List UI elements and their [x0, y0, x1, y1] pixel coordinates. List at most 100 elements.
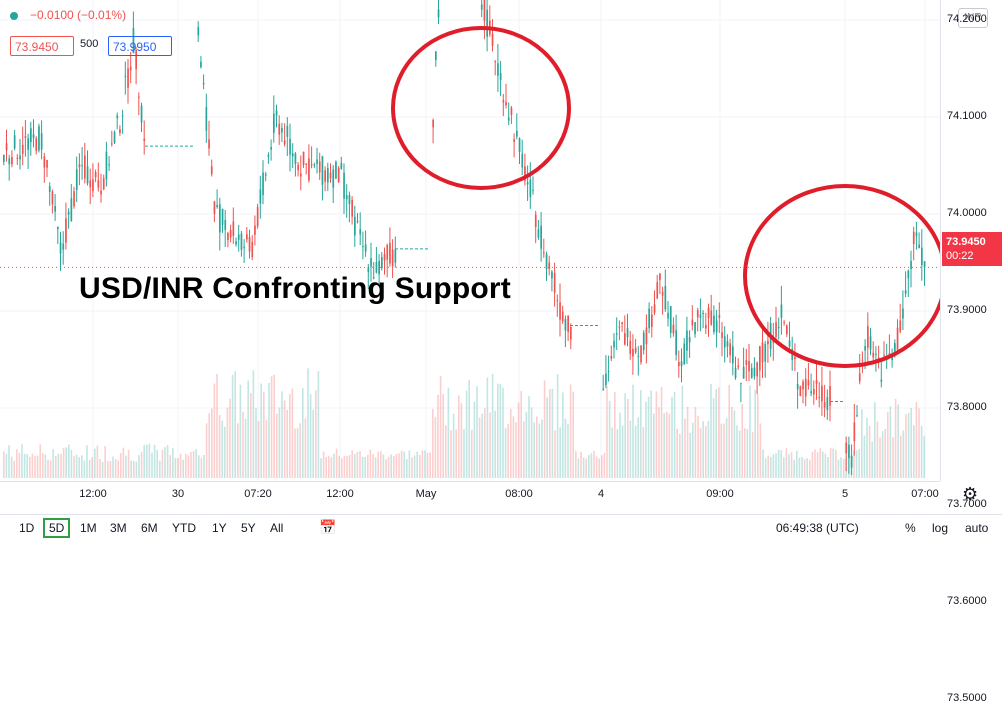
candle-body — [121, 115, 124, 117]
volume-bar — [582, 457, 585, 478]
volume-bar — [278, 407, 281, 478]
range-1d[interactable]: 1D — [19, 521, 35, 535]
chart-pane[interactable]: −0.0100 (−0.01%) 73.9450 500 73.9950 USD… — [0, 0, 940, 481]
volume-bar — [541, 419, 543, 478]
range-6m[interactable]: 6M — [141, 521, 158, 535]
range-ytd[interactable]: YTD — [172, 521, 196, 535]
candle-body — [904, 290, 907, 294]
candle-body — [853, 422, 856, 442]
date-range-calendar-icon[interactable]: 📅 — [319, 519, 337, 535]
highlight-circle-top — [391, 26, 571, 190]
volume-bar — [751, 431, 754, 478]
auto-toggle[interactable]: auto — [965, 521, 989, 535]
volume-bar — [770, 456, 772, 478]
volume-bar — [99, 459, 101, 478]
range-5d[interactable]: 5D — [43, 518, 71, 538]
candle-body — [24, 136, 27, 138]
volume-bar — [250, 393, 252, 478]
volume-bar — [390, 454, 392, 478]
volume-bar — [538, 423, 541, 478]
volume-bar — [530, 407, 533, 478]
range-all[interactable]: All — [270, 521, 284, 535]
volume-bar — [273, 374, 275, 478]
price-tick-label: 73.7000 — [947, 498, 987, 510]
volume-bar — [75, 454, 78, 478]
volume-bar — [135, 461, 138, 478]
volume-bar — [707, 420, 710, 478]
candle-body — [270, 147, 272, 150]
candle-body — [483, 0, 486, 22]
volume-bar — [226, 407, 229, 478]
candle-body — [48, 185, 51, 192]
sell-button[interactable]: 73.9450 — [10, 36, 74, 56]
volume-bar — [728, 384, 730, 478]
volume-bar — [647, 396, 650, 478]
candle-body — [521, 153, 524, 168]
currency-badge[interactable]: INR — [958, 8, 988, 28]
volume-bar — [429, 452, 431, 478]
volume-bar — [403, 451, 405, 478]
legend: −0.0100 (−0.01%) — [10, 8, 126, 22]
gear-icon[interactable]: ⚙ — [962, 484, 979, 504]
range-1m[interactable]: 1M — [80, 521, 97, 535]
volume-bar — [179, 453, 182, 478]
candle-body — [559, 302, 561, 320]
volume-bar — [78, 457, 80, 478]
candle-body — [46, 159, 48, 168]
candle-body — [138, 96, 140, 98]
candle-body — [688, 337, 691, 343]
candle-body — [243, 246, 245, 248]
volume-bar — [762, 449, 764, 478]
candle-body — [524, 166, 526, 181]
candle-body — [732, 346, 734, 364]
volume-bar — [764, 458, 767, 478]
volume-bar — [413, 455, 416, 478]
volume-bar — [338, 455, 340, 478]
candle-body — [810, 391, 812, 394]
candle-body — [516, 130, 518, 137]
candle-body — [213, 201, 216, 214]
volume-bar — [749, 385, 751, 478]
volume-bar — [640, 390, 642, 478]
price-chart[interactable] — [0, 0, 940, 481]
candle-body — [823, 402, 826, 408]
buy-button[interactable]: 73.9950 — [108, 36, 172, 56]
candle-body — [861, 359, 864, 361]
candle-body — [826, 397, 829, 410]
volume-bar — [73, 456, 75, 478]
volume-bar — [395, 454, 398, 478]
candle-body — [94, 172, 97, 178]
candle-body — [802, 381, 804, 390]
volume-bar — [894, 398, 897, 478]
volume-bar — [819, 448, 821, 478]
volume-bar — [195, 449, 197, 478]
volume-bar — [125, 455, 127, 478]
range-3m[interactable]: 3M — [110, 521, 127, 535]
order-quantity[interactable]: 500 — [80, 38, 99, 50]
volume-bar — [452, 413, 455, 478]
volume-bar — [577, 458, 580, 478]
volume-bar — [317, 371, 320, 478]
volume-bar — [465, 390, 468, 478]
volume-bar — [777, 449, 780, 478]
candle-body — [632, 348, 634, 357]
candle-body — [316, 159, 318, 164]
price-scale[interactable]: INR 73.9450 00:22 74.300074.200074.10007… — [940, 0, 1002, 704]
time-axis[interactable]: 12:00 30 07:20 12:00 May 08:00 4 09:00 5 07:00 — [0, 481, 940, 507]
volume-bar — [247, 380, 249, 478]
range-1y[interactable]: 1Y — [212, 521, 227, 535]
volume-bar — [70, 449, 73, 478]
candle-body — [143, 138, 146, 141]
volume-bar — [775, 453, 777, 478]
log-toggle[interactable]: log — [932, 521, 949, 535]
utc-clock[interactable]: 06:49:38 (UTC) — [776, 521, 859, 535]
volume-bar — [468, 379, 470, 478]
percent-toggle[interactable]: % — [905, 521, 916, 535]
candle-body — [237, 234, 240, 240]
candle-body — [507, 117, 510, 121]
volume-bar — [445, 425, 447, 478]
candle-body — [691, 319, 694, 326]
range-5y[interactable]: 5Y — [241, 521, 256, 535]
candle-body — [745, 360, 748, 365]
candle-body — [389, 242, 391, 264]
